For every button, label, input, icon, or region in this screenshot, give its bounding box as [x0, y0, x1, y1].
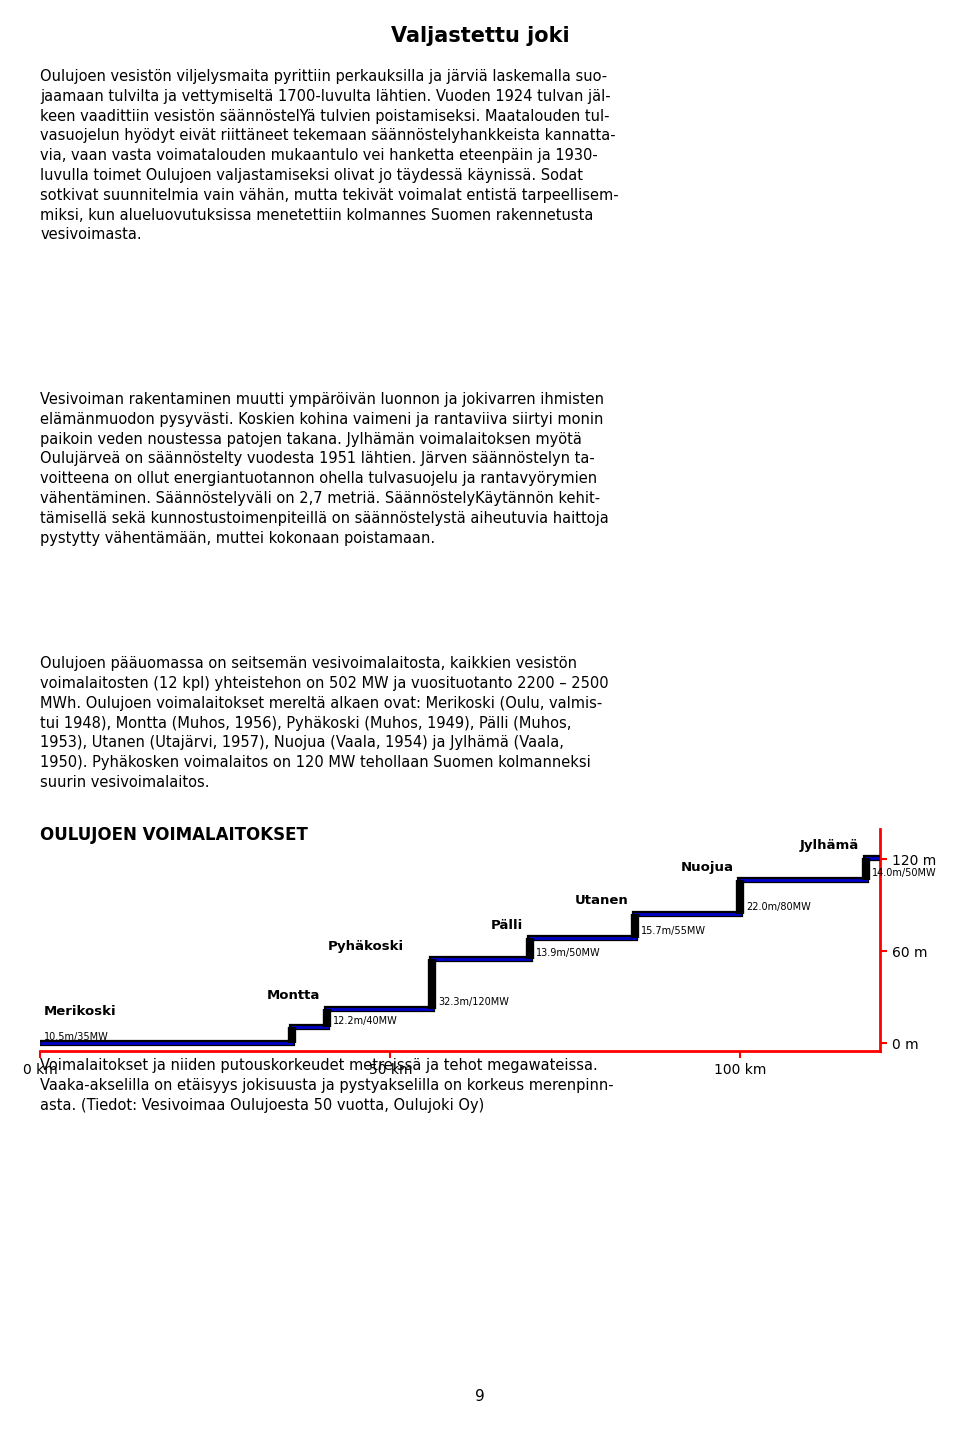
Text: 13.9m/50MW: 13.9m/50MW: [536, 948, 601, 958]
Text: 10.5m/35MW: 10.5m/35MW: [44, 1032, 108, 1043]
Text: Utanen: Utanen: [575, 895, 629, 908]
Text: 12.2m/40MW: 12.2m/40MW: [333, 1015, 397, 1025]
Text: Nuojua: Nuojua: [681, 860, 733, 873]
Text: Pyhäkoski: Pyhäkoski: [327, 941, 403, 954]
Text: Jylhämä: Jylhämä: [800, 839, 859, 852]
Text: Oulujoen vesistön viljelysmaita pyrittiin perkauksilla ja järviä laskemalla suo-: Oulujoen vesistön viljelysmaita pyrittii…: [40, 69, 619, 243]
Text: 15.7m/55MW: 15.7m/55MW: [641, 926, 706, 936]
Text: Voimalaitokset ja niiden putouskorkeudet metreissä ja tehot megawateissa.
Vaaka-: Voimalaitokset ja niiden putouskorkeudet…: [40, 1058, 614, 1113]
Text: Vesivoiman rakentaminen muutti ympäröivän luonnon ja jokivarren ihmisten
elämänm: Vesivoiman rakentaminen muutti ympäröivä…: [40, 392, 609, 546]
Text: 22.0m/80MW: 22.0m/80MW: [746, 902, 810, 912]
Text: Merikoski: Merikoski: [44, 1005, 116, 1018]
Text: 14.0m/50MW: 14.0m/50MW: [872, 869, 937, 879]
Text: Montta: Montta: [267, 989, 321, 1002]
Text: 32.3m/120MW: 32.3m/120MW: [438, 997, 509, 1007]
Text: Oulujoen pääuomassa on seitsemän vesivoimalaitosta, kaikkien vesistön
voimalaito: Oulujoen pääuomassa on seitsemän vesivoi…: [40, 656, 609, 790]
Text: OULUJOEN VOIMALAITOKSET: OULUJOEN VOIMALAITOKSET: [40, 826, 308, 844]
Text: Pälli: Pälli: [492, 919, 523, 932]
Text: 9: 9: [475, 1390, 485, 1404]
Text: Valjastettu joki: Valjastettu joki: [391, 26, 569, 46]
